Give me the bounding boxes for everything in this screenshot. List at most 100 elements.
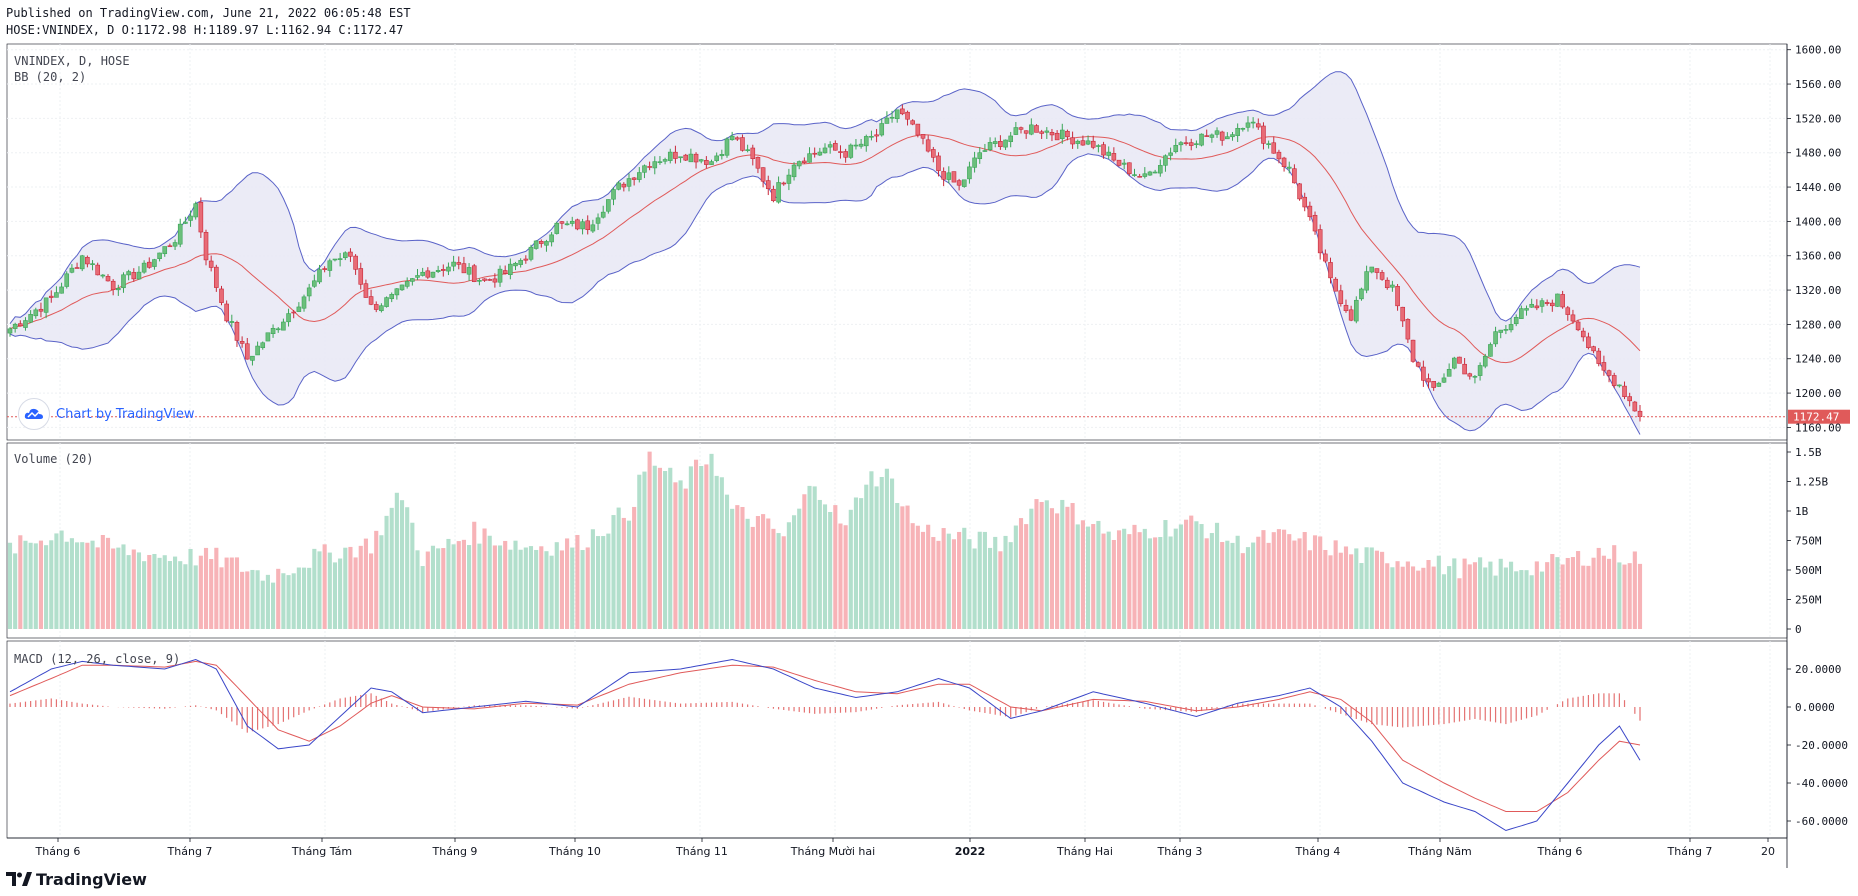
- volume-bar: [807, 485, 812, 629]
- volume-bar: [1447, 566, 1452, 629]
- candle-body: [621, 183, 627, 188]
- volume-bar: [1080, 520, 1085, 629]
- bollinger-basis-line: [9, 134, 1641, 364]
- volume-bar: [1307, 550, 1312, 629]
- volume-bar: [833, 505, 838, 629]
- volume-bar: [1612, 545, 1617, 629]
- volume-bar: [80, 542, 85, 629]
- candle-body: [1297, 183, 1302, 200]
- volume-bar: [1163, 520, 1168, 629]
- volume-bar: [1364, 547, 1369, 629]
- candle-body: [296, 306, 302, 312]
- volume-tick-label: 500M: [1795, 564, 1822, 577]
- volume-bar: [637, 474, 642, 629]
- volume-bar: [183, 564, 188, 629]
- candle-body: [337, 258, 343, 260]
- volume-bar: [1534, 561, 1539, 629]
- candle-body: [394, 288, 400, 296]
- candle-body: [322, 268, 327, 270]
- candle-body: [1013, 127, 1019, 135]
- bollinger-band-fill: [10, 71, 1640, 435]
- bollinger-lower-line: [9, 153, 1641, 435]
- volume-bar: [178, 561, 183, 629]
- candle-body: [451, 261, 456, 267]
- macd-tick-label: 0.0000: [1795, 701, 1835, 714]
- candle-body: [348, 251, 353, 257]
- candle-body: [275, 328, 281, 331]
- volume-bar: [936, 540, 941, 629]
- candle-body: [977, 152, 983, 160]
- volume-bar: [1426, 560, 1431, 629]
- candle-body: [1240, 128, 1246, 130]
- candle-body: [874, 134, 879, 137]
- volume-bar: [167, 561, 172, 629]
- volume-bar: [802, 494, 807, 629]
- candle-body: [1219, 131, 1225, 141]
- volume-bar: [147, 554, 152, 629]
- candle-body: [193, 203, 198, 218]
- macd-pane-title[interactable]: MACD (12, 26, close, 9): [14, 652, 181, 666]
- candle-body: [843, 151, 848, 158]
- volume-bar: [327, 552, 332, 629]
- candle-body: [1142, 173, 1148, 177]
- volume-bar: [74, 542, 80, 629]
- candle-body: [1617, 384, 1622, 387]
- candle-body: [404, 281, 410, 287]
- volume-bar: [44, 545, 49, 629]
- volume-bar: [245, 571, 250, 629]
- volume-pane-title[interactable]: Volume (20): [14, 452, 94, 466]
- volume-bar: [647, 451, 652, 629]
- volume-bar: [250, 569, 255, 629]
- bb-indicator-title[interactable]: BB (20, 2): [14, 70, 87, 84]
- volume-bar: [1209, 533, 1214, 629]
- volume-bar: [229, 557, 234, 629]
- candle-body: [79, 255, 85, 270]
- candle-body: [611, 189, 616, 200]
- volume-bar: [632, 506, 637, 629]
- volume-bar: [699, 465, 704, 629]
- volume-bar: [1410, 566, 1416, 629]
- tradingview-watermark[interactable]: Chart by TradingView: [18, 398, 194, 430]
- volume-bar: [1617, 562, 1622, 629]
- candle-body: [368, 296, 374, 305]
- volume-bar: [539, 546, 544, 629]
- candle-body: [508, 263, 513, 275]
- candle-body: [100, 274, 106, 277]
- volume-bar: [1622, 564, 1627, 629]
- ohlc-line: HOSE:VNINDEX, D O:1172.98 H:1189.97 L:11…: [6, 23, 404, 37]
- volume-bar: [1493, 575, 1498, 629]
- volume-bar: [1400, 566, 1405, 629]
- volume-bar: [234, 557, 240, 629]
- volume-bar: [657, 467, 662, 629]
- candle-body: [90, 263, 95, 265]
- candle-body: [1472, 375, 1478, 378]
- volume-bar: [1586, 565, 1591, 629]
- volume-bar: [967, 539, 972, 629]
- volume-bar: [384, 515, 389, 629]
- candle-body: [116, 288, 121, 291]
- volume-bar: [363, 538, 368, 629]
- volume-bar: [1189, 515, 1194, 629]
- candle-body: [600, 211, 606, 218]
- candle-body: [884, 117, 890, 124]
- candle-body: [1261, 125, 1266, 144]
- candle-body: [1075, 140, 1081, 144]
- volume-bar: [518, 549, 523, 629]
- volume-bar: [343, 547, 348, 629]
- volume-bar: [446, 538, 451, 629]
- candle-body: [1632, 401, 1638, 412]
- candle-body: [631, 177, 637, 180]
- candle-body: [673, 151, 678, 159]
- tradingview-logo[interactable]: TradingView: [6, 868, 147, 890]
- candle-body: [1457, 356, 1462, 364]
- candle-body: [1292, 168, 1297, 184]
- volume-bar: [100, 535, 105, 629]
- candle-body: [291, 311, 297, 314]
- time-tick-label: Tháng 10: [548, 845, 601, 858]
- volume-bar: [1555, 557, 1560, 629]
- candle-body: [786, 174, 792, 184]
- volume-bar: [214, 547, 219, 629]
- volume-bar: [1271, 532, 1276, 629]
- volume-bar: [487, 535, 492, 629]
